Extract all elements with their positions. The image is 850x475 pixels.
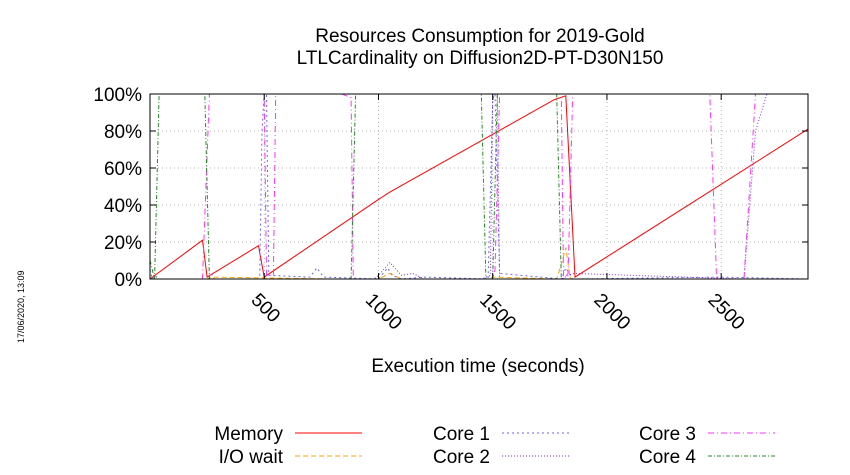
series-line-memory — [149, 95, 809, 280]
grid — [150, 94, 808, 279]
x-tick-label: 500 — [247, 290, 284, 327]
y-tick-label: 80% — [104, 122, 142, 143]
legend-label-core-1: Core 1 — [433, 424, 490, 445]
legend-label-memory: Memory — [214, 424, 283, 445]
x-tick-label: 2500 — [704, 290, 749, 335]
timestamp: 17/06/2020, 13:09 — [16, 270, 26, 343]
plot-frame — [149, 93, 809, 280]
y-tick-label: 0% — [115, 270, 143, 291]
series-layer — [149, 93, 809, 281]
chart-title-line-1: Resources Consumption for 2019-Gold — [315, 26, 645, 47]
legend-label-core-2: Core 2 — [433, 447, 490, 468]
x-tick-label: 1500 — [475, 290, 520, 335]
x-tick-label: 2000 — [589, 290, 634, 335]
series-line-i-o-wait — [150, 247, 808, 280]
series-line-core-2 — [150, 93, 808, 280]
x-tick-label: 1000 — [361, 290, 406, 335]
y-tick-label: 20% — [104, 233, 142, 254]
y-tick-label: 60% — [104, 159, 142, 180]
legend-label-core-3: Core 3 — [639, 424, 696, 445]
y-ticks: 0% 20% 40% 60% 80% 100% — [93, 85, 808, 291]
x-axis-label: Execution time (seconds) — [371, 356, 584, 377]
axes — [149, 93, 809, 280]
legend-label-i-o-wait: I/O wait — [219, 447, 284, 468]
y-tick-label: 100% — [93, 85, 142, 106]
y-tick-label: 40% — [104, 196, 142, 217]
chart-title-line-2: LTLCardinality on Diffusion2D-PT-D30N150 — [297, 48, 664, 69]
legend-label-core-4: Core 4 — [639, 447, 696, 468]
